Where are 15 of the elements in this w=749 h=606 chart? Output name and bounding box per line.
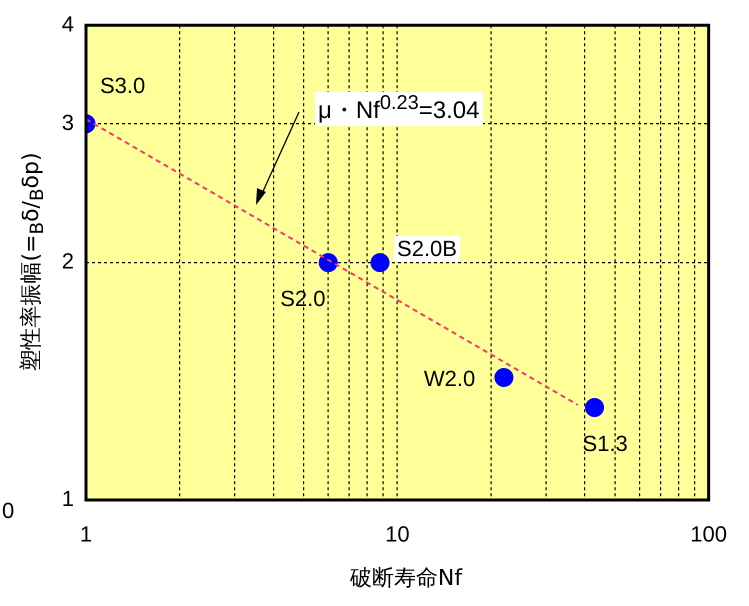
y-tick-label: 1 [62,486,74,512]
y-tick-label: 4 [62,11,74,36]
annotation: μ・Nf$^{0.23}$=3.04 [315,92,482,126]
annotation: S2.0B [394,236,460,262]
annotation: W2.0 [424,366,476,392]
annotation: S3.0 [100,72,146,99]
y-tick-label: 3 [62,110,74,135]
annotation: S2.0 [280,286,326,312]
y-tick-label: 2 [62,248,74,274]
x-tick-label: 1 [80,521,92,546]
annotation: S1.3 [582,430,628,457]
x-axis-title: 破断寿命Nf [350,565,462,593]
x-tick-label: 10 [385,521,410,546]
x-tick-label: 100 [690,521,728,546]
text: 0 [2,498,14,524]
